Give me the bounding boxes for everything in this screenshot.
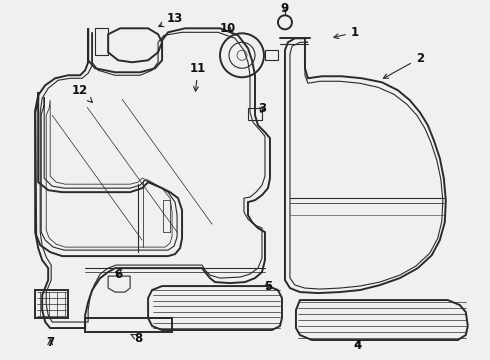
Text: 2: 2 <box>383 52 424 78</box>
Text: 7: 7 <box>46 336 54 348</box>
Text: 13: 13 <box>159 12 183 27</box>
Text: 4: 4 <box>354 338 362 351</box>
Text: 8: 8 <box>131 332 142 345</box>
Text: 12: 12 <box>72 84 92 102</box>
Text: 1: 1 <box>334 26 359 39</box>
Text: 3: 3 <box>258 102 266 115</box>
Text: 6: 6 <box>114 267 122 280</box>
Text: 9: 9 <box>281 2 289 15</box>
Text: 5: 5 <box>264 280 272 293</box>
Text: 10: 10 <box>220 22 236 35</box>
Text: 11: 11 <box>190 62 206 91</box>
